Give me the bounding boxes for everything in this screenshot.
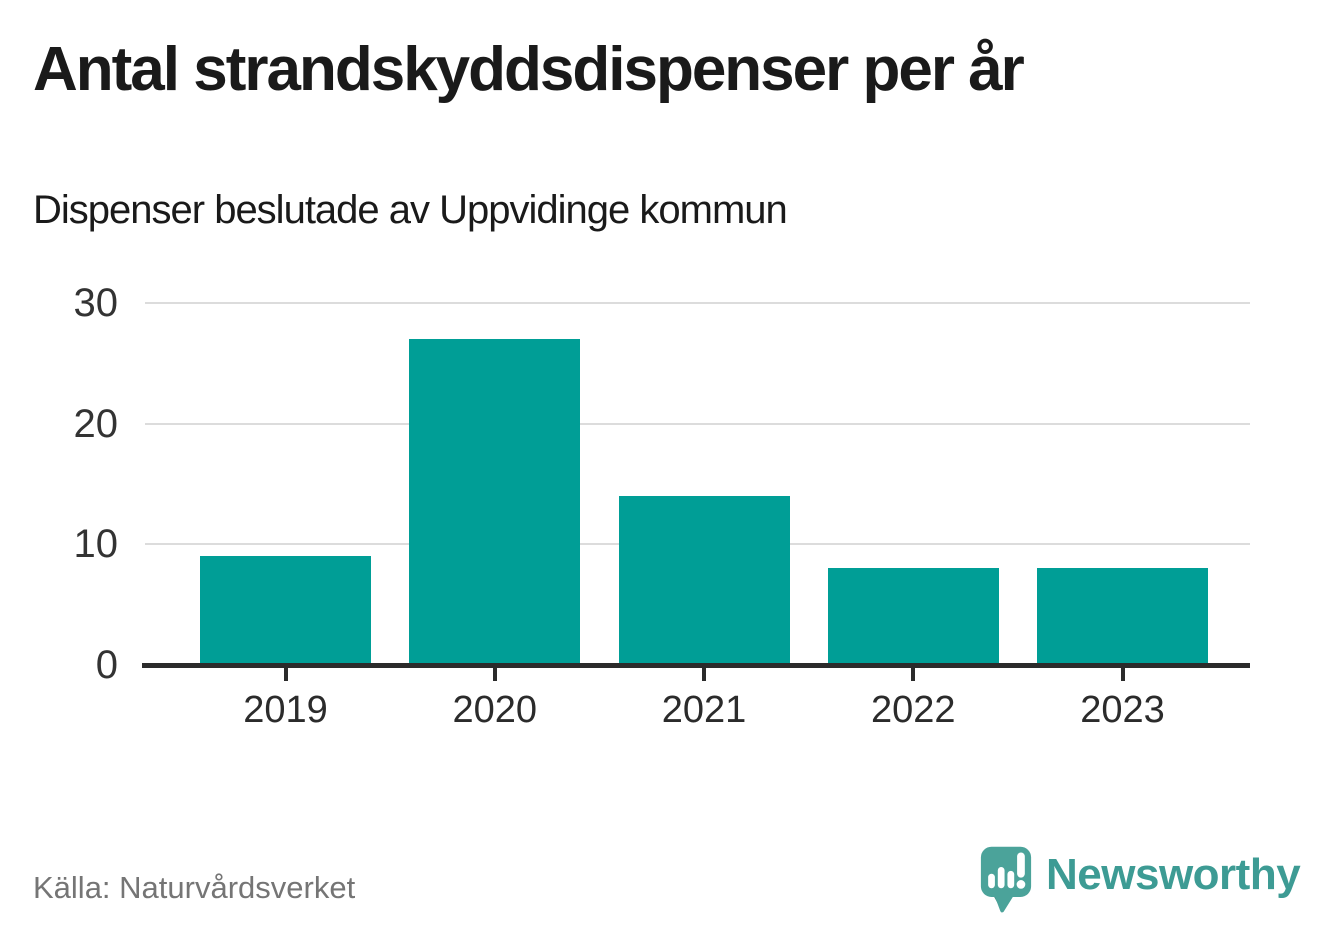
y-tick-label: 0	[95, 643, 118, 687]
brand-logo: Newsworthy	[978, 843, 1301, 920]
brand-name: Newsworthy	[1046, 849, 1301, 899]
y-tick-label: 10	[73, 522, 119, 567]
x-tick-mark	[911, 668, 916, 681]
gridline	[145, 301, 1250, 304]
chart-subtitle: Dispenser beslutade av Uppvidinge kommun	[33, 188, 788, 232]
source-attribution: Källa: Naturvårdsverket	[33, 870, 356, 905]
x-tick-label: 2021	[661, 689, 747, 731]
bar-2020	[409, 339, 581, 665]
bar-2021	[618, 496, 790, 665]
x-tick-label: 2023	[1080, 689, 1165, 731]
x-tick-mark	[702, 668, 706, 681]
bar-2019	[200, 556, 371, 665]
x-tick-label: 2019	[243, 689, 328, 731]
newsworthy-chart-bubble-icon	[980, 846, 1032, 913]
bar-2023	[1037, 568, 1208, 665]
y-tick-label: 20	[73, 401, 119, 446]
page-title: Antal strandskyddsdispenser per år	[33, 35, 1025, 104]
x-tick-label: 2022	[870, 689, 956, 731]
y-tick-label: 30	[73, 280, 119, 325]
x-tick-mark	[283, 668, 288, 681]
x-axis-line	[142, 663, 1250, 668]
x-tick-mark	[1120, 668, 1125, 681]
gridline	[145, 422, 1250, 425]
x-tick-mark	[492, 668, 497, 681]
x-tick-label: 2020	[452, 689, 538, 731]
bar-2022	[827, 568, 999, 665]
